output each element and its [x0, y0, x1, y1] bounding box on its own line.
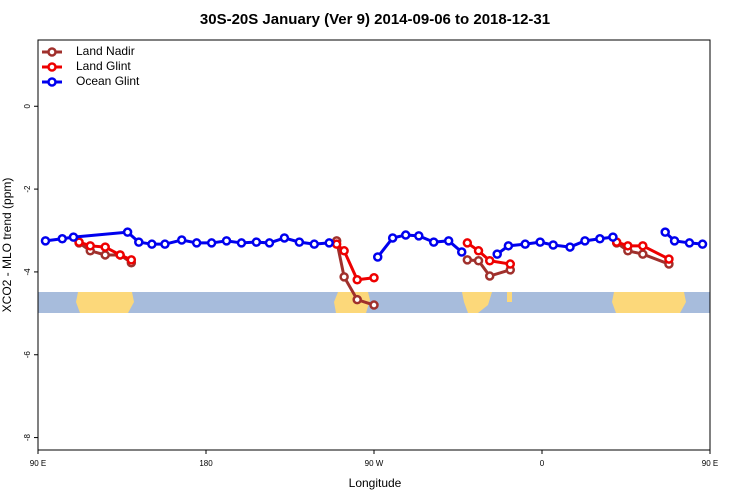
point	[520, 239, 530, 249]
point	[484, 255, 495, 266]
x-axis-label: Longitude	[349, 476, 402, 490]
point	[324, 238, 334, 248]
point	[664, 254, 674, 264]
point	[176, 235, 187, 245]
x-tick-label: 180	[199, 459, 213, 468]
point	[565, 242, 575, 252]
point	[638, 249, 648, 259]
point	[191, 238, 202, 248]
point	[414, 231, 424, 241]
point	[473, 255, 484, 266]
point	[503, 241, 514, 251]
point	[387, 233, 398, 243]
point	[221, 236, 232, 246]
point	[462, 238, 473, 248]
point	[369, 272, 379, 283]
point	[352, 294, 362, 305]
chart-title: 30S-20S January (Ver 9) 2014-09-06 to 20…	[200, 11, 550, 28]
point	[134, 237, 144, 247]
point	[279, 233, 290, 243]
legend-marker	[47, 47, 57, 57]
point	[339, 272, 349, 282]
y-tick-label: -6	[23, 351, 32, 359]
x-tick-label: 90 E	[30, 459, 46, 468]
legend-label: Ocean Glint	[76, 74, 140, 88]
point	[372, 252, 383, 262]
point	[462, 255, 473, 265]
point	[206, 238, 217, 248]
legend-label: Land Nadir	[76, 44, 135, 58]
y-tick-label: 0	[23, 103, 32, 108]
point	[74, 237, 84, 247]
y-tick-label: -2	[23, 185, 32, 193]
point	[456, 247, 467, 257]
point	[251, 237, 262, 247]
point	[100, 242, 110, 252]
point	[660, 227, 670, 237]
point	[473, 246, 484, 256]
point	[236, 238, 247, 248]
series-line	[45, 230, 703, 258]
point	[505, 259, 516, 269]
x-tick-label: 0	[540, 459, 545, 468]
point	[294, 237, 305, 247]
point	[400, 230, 411, 240]
point	[535, 237, 545, 247]
x-tick-label: 90 W	[365, 459, 384, 468]
y-tick-label: -8	[23, 433, 32, 441]
point	[428, 237, 439, 247]
point	[126, 255, 137, 265]
point	[100, 250, 110, 260]
y-axis-label: XCO2 - MLO trend (ppm)	[0, 178, 14, 313]
point	[115, 250, 125, 260]
legend-label: Land Glint	[76, 59, 131, 73]
point	[85, 241, 96, 251]
y-tick-label: -4	[23, 268, 32, 276]
point	[697, 239, 708, 249]
point	[484, 271, 495, 281]
point	[638, 241, 648, 251]
point	[669, 236, 680, 246]
point	[40, 236, 51, 246]
point	[68, 232, 79, 242]
point	[492, 249, 502, 259]
point	[595, 234, 605, 244]
point	[580, 236, 590, 246]
point	[548, 240, 558, 250]
legend-marker	[47, 62, 57, 72]
point	[57, 234, 68, 244]
point	[309, 239, 320, 249]
point	[443, 236, 454, 246]
point	[264, 238, 275, 248]
x-tick-label: 90 E	[702, 459, 718, 468]
point	[122, 227, 133, 237]
point	[684, 238, 695, 248]
point	[339, 246, 349, 256]
point	[331, 239, 342, 249]
point	[369, 300, 379, 310]
point	[352, 275, 362, 285]
point	[608, 232, 618, 242]
point	[623, 241, 633, 251]
point	[160, 239, 170, 249]
point	[147, 239, 157, 249]
legend-marker	[47, 77, 57, 87]
